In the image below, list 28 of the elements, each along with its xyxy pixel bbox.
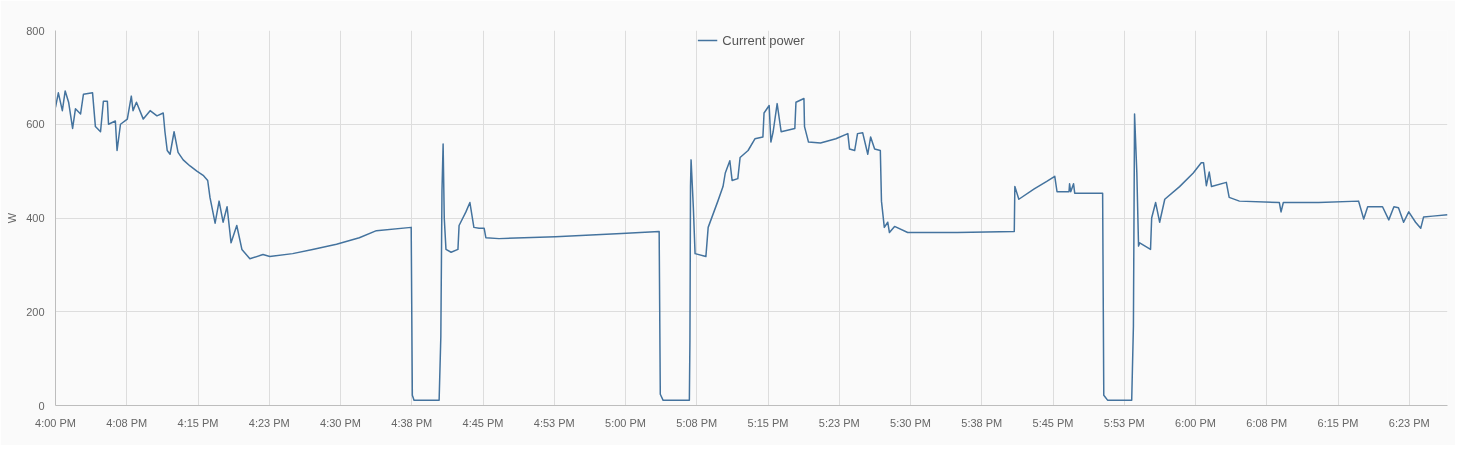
x-tick-label: 6:23 PM: [1388, 416, 1430, 429]
x-tick-label: 5:30 PM: [890, 416, 932, 429]
x-tick-label: 6:15 PM: [1317, 416, 1359, 429]
x-tick-label: 4:15 PM: [177, 416, 219, 429]
x-tick-label: 6:08 PM: [1246, 416, 1288, 429]
x-tick-label: 4:08 PM: [106, 416, 148, 429]
x-tick-label: 4:00 PM: [35, 416, 76, 429]
x-tick-label: 5:38 PM: [961, 416, 1003, 429]
x-tick-label: 4:23 PM: [248, 416, 290, 429]
x-tick-label: 5:45 PM: [1032, 416, 1074, 429]
x-tick-label: 4:38 PM: [391, 416, 433, 429]
y-tick-label: 200: [26, 305, 45, 318]
x-tick-label: 6:00 PM: [1175, 416, 1217, 429]
legend-label: Current power: [722, 32, 805, 48]
x-tick-label: 5:00 PM: [605, 416, 647, 429]
x-tick-label: 4:53 PM: [533, 416, 575, 429]
y-tick-label: 400: [26, 212, 45, 224]
line-series: [55, 90, 1448, 402]
x-tick-label: 5:23 PM: [818, 416, 860, 429]
x-tick-label: 4:45 PM: [462, 416, 504, 429]
y-tick-label: 800: [26, 24, 45, 37]
y-tick-label: 600: [26, 118, 45, 131]
x-tick-label: 5:15 PM: [747, 416, 789, 429]
x-tick-label: 5:08 PM: [676, 416, 718, 429]
x-tick-label: 5:53 PM: [1103, 416, 1145, 429]
x-tick-label: 4:30 PM: [320, 416, 361, 429]
y-axis-title: W: [6, 212, 19, 224]
y-tick-label: 0: [38, 399, 45, 412]
